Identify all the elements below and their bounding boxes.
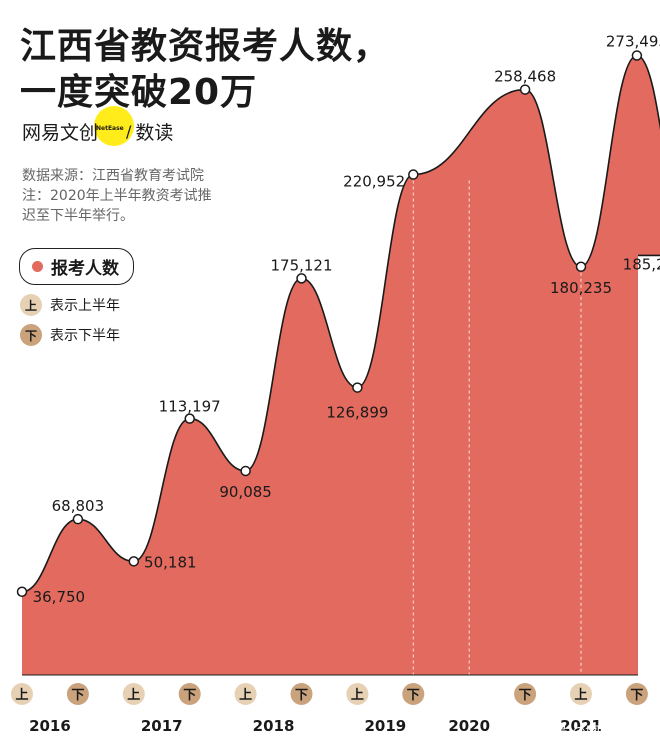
note-line-1: 注：2020年上半年教资考试推	[22, 188, 212, 204]
year-label: 2018	[253, 717, 295, 735]
data-label: 113,197	[159, 398, 221, 416]
data-point	[352, 382, 363, 393]
x-tick-label: 下	[630, 688, 643, 703]
x-tick-label: 上	[351, 688, 364, 703]
x-tick-label: 上	[15, 688, 28, 703]
page-title: 江西省教资报考人数， 一度突破20万	[20, 24, 390, 116]
x-tick-label: 下	[407, 688, 420, 703]
title-line-1: 江西省教资报考人数，	[20, 26, 391, 67]
data-point	[631, 50, 643, 61]
first-half-label: 表示上半年	[50, 298, 120, 314]
year-label: 2021	[560, 717, 602, 735]
legend-series-label: 报考人数	[51, 259, 119, 279]
brand-separator: /	[126, 122, 132, 141]
year-label: 2016	[29, 717, 71, 735]
x-tick-label: 上	[239, 688, 252, 703]
half-year-badge	[402, 683, 425, 705]
x-tick-label: 上	[574, 688, 587, 703]
x-tick-label: 下	[71, 688, 84, 703]
brand: 网易文创 NetEase / 数读	[22, 106, 174, 146]
data-label: 180,235	[550, 279, 612, 297]
second-half-badge: 下	[20, 324, 42, 346]
x-tick-label: 下	[519, 688, 532, 703]
half-year-badge	[290, 683, 313, 705]
second-half-label: 表示下半年	[50, 328, 120, 344]
half-year-badge	[514, 683, 537, 705]
data-point	[519, 84, 531, 95]
half-year-badge	[346, 683, 369, 705]
data-point	[240, 465, 251, 477]
data-label: 185,247	[623, 255, 660, 273]
data-source: 数据来源：江西省教育考试院	[22, 168, 204, 184]
x-tick-label: 下	[295, 688, 308, 703]
watermark: 澎湃号 @网易数读	[525, 725, 642, 741]
data-point	[16, 586, 28, 598]
first-half-badge: 上	[20, 294, 42, 316]
data-label: 126,899	[326, 404, 388, 422]
data-label: 50,181	[144, 553, 197, 571]
half-year-badge	[625, 683, 648, 705]
half-year-badge	[122, 683, 145, 705]
brand-mini-text: NetEase	[96, 125, 124, 132]
source-note: 数据来源：江西省教育考试院 注：2020年上半年教资考试推 迟至下半年举行。	[22, 166, 212, 226]
half-year-badge	[66, 683, 89, 705]
data-point	[72, 513, 84, 525]
data-point	[184, 413, 195, 424]
legend-series: 报考人数	[19, 248, 134, 285]
data-label: 68,803	[52, 497, 105, 515]
legend-second-half: 下 表示下半年	[20, 324, 120, 346]
half-year-badge	[570, 683, 592, 705]
year-label: 2019	[364, 717, 406, 735]
year-label: 2017	[141, 717, 183, 735]
data-label: 175,121	[270, 256, 332, 274]
data-label: 273,495	[606, 33, 660, 51]
legend-dot-icon	[32, 261, 43, 272]
note-line-2: 迟至下半年举行。	[22, 208, 134, 224]
data-label: 36,750	[33, 588, 86, 606]
brand-name: 网易文创	[22, 122, 99, 144]
title-line-2: 一度突破20万	[20, 72, 258, 113]
x-tick-label: 下	[183, 688, 196, 703]
data-point	[128, 556, 140, 567]
area-fill	[22, 55, 660, 675]
half-year-badge	[178, 683, 201, 705]
x-tick-label: 上	[127, 688, 140, 703]
data-label: 220,952	[343, 173, 405, 191]
year-label: 2020	[448, 717, 490, 735]
half-year-badge	[11, 683, 33, 705]
data-label: 90,085	[219, 483, 272, 501]
brand-logo: 网易文创 NetEase	[22, 106, 134, 146]
data-point	[408, 169, 419, 180]
half-year-badge	[234, 683, 257, 705]
data-point	[296, 273, 307, 284]
data-label: 258,468	[494, 68, 556, 86]
brand-section: 数读	[135, 122, 174, 144]
legend-first-half: 上 表示上半年	[20, 294, 120, 316]
data-point	[575, 261, 587, 273]
